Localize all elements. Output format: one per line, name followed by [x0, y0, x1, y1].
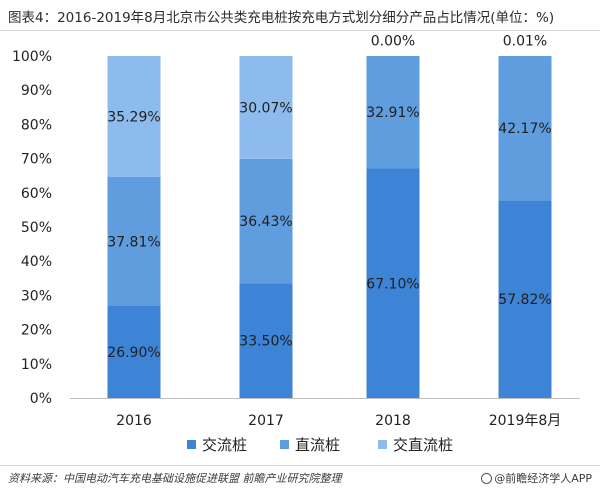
x-tick-label: 2018 [375, 413, 411, 429]
data-label: 42.17% [498, 121, 551, 137]
footer: 资料来源：中国电动汽车充电基础设施促进联盟 前瞻产业研究院整理 @前瞻经济学人A… [8, 470, 592, 490]
legend-label: 交直流桩 [393, 436, 453, 454]
bar-segment [239, 56, 293, 159]
data-label: 35.29% [107, 109, 160, 125]
data-label: 36.43% [239, 214, 292, 230]
brand-icon [481, 473, 493, 484]
y-tick-label: 80% [21, 117, 52, 133]
data-label: 30.07% [239, 100, 292, 116]
data-label: 67.10% [366, 276, 419, 292]
legend-swatch [187, 440, 196, 449]
data-label: 26.90% [107, 345, 160, 361]
data-label: 33.50% [239, 334, 292, 350]
y-tick-label: 60% [21, 186, 52, 202]
y-tick-label: 40% [21, 254, 52, 270]
bar-segment [107, 56, 161, 177]
bar-segment [498, 200, 552, 398]
x-tick-label: 2017 [248, 413, 284, 429]
source-note: 资料来源：中国电动汽车充电基础设施促进联盟 前瞻产业研究院整理 [8, 472, 342, 485]
bar-segment [239, 283, 293, 398]
y-tick-label: 30% [21, 288, 52, 304]
y-tick-label: 70% [21, 152, 52, 168]
legend-swatch [280, 440, 289, 449]
bar-segment [498, 56, 552, 201]
brand-credit: @前瞻经济学人APP [481, 470, 592, 486]
stacked-bar-chart: 0% 10% 20% 30% 40% 50% 60% 70% 80% 90% 100% 26.90% 3… [12, 34, 580, 454]
legend-label: 直流桩 [295, 436, 340, 454]
bar-segment [366, 168, 420, 398]
y-tick-label: 50% [21, 220, 52, 236]
bar-segment [107, 306, 161, 398]
title-divider [0, 30, 600, 31]
bar-segment [107, 176, 161, 307]
brand-text: @前瞻经济学人APP [494, 472, 592, 485]
bar-segment [239, 158, 293, 284]
y-tick-label: 100% [12, 49, 52, 65]
data-label: 37.81% [107, 234, 160, 250]
y-tick-label: 90% [21, 83, 52, 99]
legend-label: 交流桩 [202, 436, 247, 454]
y-tick-label: 10% [21, 357, 52, 373]
data-label: 0.01% [503, 34, 547, 50]
footer-divider [0, 465, 600, 466]
chart-svg: 0% 10% 20% 30% 40% 50% 60% 70% 80% 90% 100% 26.90% 3… [12, 34, 580, 454]
y-tick-label: 0% [30, 391, 52, 407]
data-label: 32.91% [366, 105, 419, 121]
chart-title: 图表4：2016-2019年8月北京市公共类充电桩按充电方式划分细分产品占比情况… [8, 10, 555, 26]
legend-swatch [378, 440, 387, 449]
y-tick-label: 20% [21, 323, 52, 339]
bar-segment [366, 55, 420, 169]
data-label: 57.82% [498, 292, 551, 308]
data-label: 0.00% [371, 34, 415, 50]
x-tick-label: 2019年8月 [489, 413, 562, 429]
x-tick-label: 2016 [116, 413, 152, 429]
